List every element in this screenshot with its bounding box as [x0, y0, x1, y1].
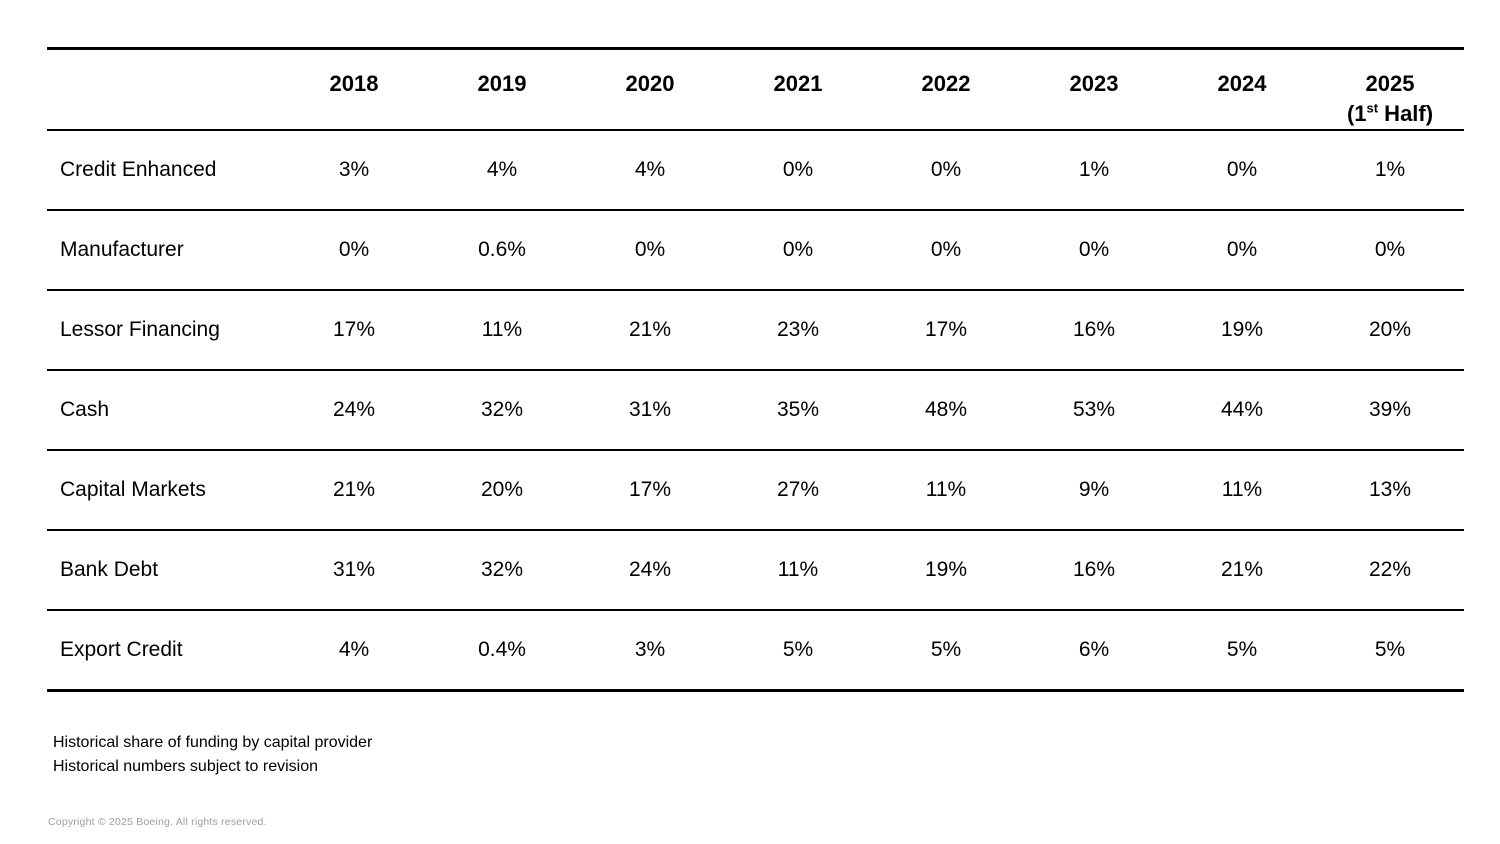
table-row-export-credit: Export Credit 4% 0.4% 3% 5% 5% 6% 5% 5% [47, 610, 1464, 690]
table-cell: 21% [1220, 558, 1264, 581]
table-row-manufacturer: Manufacturer 0% 0.6% 0% 0% 0% 0% 0% 0% [47, 210, 1464, 290]
table-header-row: 2018 2019 2020 2021 2022 2023 2024 2025 … [47, 49, 1464, 131]
col-header-2023: 2023 [1069, 71, 1119, 96]
table-cell: 4% [486, 158, 518, 181]
subtitle-text: Half) [1378, 101, 1434, 126]
table-cell: 39% [1368, 398, 1412, 421]
superscript-st: st [1366, 100, 1379, 116]
row-label: Capital Markets [60, 478, 206, 501]
table-cell: 13% [1368, 478, 1412, 501]
row-label: Cash [60, 398, 110, 421]
col-header-2025: 2025 (1st Half) [1316, 49, 1464, 131]
table-cell: 11% [777, 558, 819, 581]
table-cell: 21% [628, 318, 672, 341]
table-cell: 27% [776, 478, 820, 501]
table-cell: 31% [628, 398, 672, 421]
table-cell: 4% [338, 637, 370, 661]
table-cell: 53% [1072, 398, 1116, 421]
table-cell: 23% [776, 318, 820, 341]
table-cell: 32% [480, 558, 524, 581]
table-cell: 17% [628, 478, 672, 501]
table-cell: 11% [481, 318, 523, 341]
table-cell: 1% [1374, 158, 1406, 181]
footnotes: Historical share of funding by capital p… [53, 731, 372, 779]
table-cell: 0% [1226, 158, 1258, 181]
table-cell: 5% [782, 637, 814, 661]
col-header-2019: 2019 [477, 71, 527, 96]
table-cell: 20% [1368, 318, 1412, 341]
table-cell: 22% [1368, 558, 1412, 581]
table-cell: 17% [332, 318, 376, 341]
table-cell: 0% [338, 238, 370, 261]
table-cell: 5% [1374, 637, 1406, 661]
table-row-lessor-financing: Lessor Financing 17% 11% 21% 23% 17% 16%… [47, 290, 1464, 370]
table-cell: 0% [930, 238, 962, 261]
table-cell: 0% [782, 238, 814, 261]
table-cell: 3% [634, 637, 666, 661]
table-cell: 16% [1072, 558, 1116, 581]
table-cell: 3% [338, 158, 370, 181]
row-label-header [47, 49, 280, 131]
copyright-text: Copyright © 2025 Boeing. All rights rese… [48, 816, 267, 828]
table-cell: 5% [930, 637, 962, 661]
table-cell: 48% [924, 398, 968, 421]
table-cell: 24% [332, 398, 376, 421]
table-cell: 0% [1226, 238, 1258, 261]
row-label: Credit Enhanced [60, 158, 217, 181]
col-header-2020: 2020 [625, 71, 675, 96]
table-cell: 11% [1221, 478, 1263, 501]
row-label: Manufacturer [60, 238, 184, 261]
table-cell: 20% [480, 478, 524, 501]
subtitle-text: (1 [1346, 101, 1367, 126]
table-cell: 16% [1072, 318, 1116, 341]
table-cell: 0% [930, 158, 962, 181]
table-row-capital-markets: Capital Markets 21% 20% 17% 27% 11% 9% 1… [47, 450, 1464, 530]
row-label: Lessor Financing [60, 318, 220, 341]
table-cell: 31% [332, 558, 376, 581]
table-cell: 24% [628, 558, 672, 581]
footnote-line-1: Historical share of funding by capital p… [53, 734, 373, 751]
col-header-2025-subtitle: (1st Half) [1347, 101, 1433, 126]
table-cell: 11% [925, 478, 967, 501]
table-cell: 19% [1220, 318, 1264, 341]
table-cell: 5% [1226, 637, 1258, 661]
table-row-credit-enhanced: Credit Enhanced 3% 4% 4% 0% 0% 1% 0% 1% [47, 130, 1464, 210]
funding-share-table: 2018 2019 2020 2021 2022 2023 2024 2025 … [47, 47, 1464, 692]
table-cell: 21% [332, 478, 376, 501]
table-row-cash: Cash 24% 32% 31% 35% 48% 53% 44% 39% [47, 370, 1464, 450]
table-cell: 4% [634, 158, 666, 181]
col-header-2021: 2021 [773, 71, 823, 96]
table-cell: 9% [1078, 478, 1110, 501]
table-cell: 44% [1220, 398, 1264, 421]
table-cell: 0.4% [478, 637, 526, 661]
col-header-2025-year: 2025 [1365, 71, 1415, 96]
footnote-line-2: Historical numbers subject to revision [53, 758, 318, 775]
col-header-2024: 2024 [1217, 71, 1267, 96]
table-cell: 0% [782, 158, 814, 181]
table-cell: 19% [924, 558, 968, 581]
row-label: Export Credit [60, 637, 183, 661]
row-label: Bank Debt [60, 558, 159, 581]
col-header-2018: 2018 [329, 71, 379, 96]
table-cell: 0% [1078, 238, 1110, 261]
table-cell: 0% [634, 238, 666, 261]
table-row-bank-debt: Bank Debt 31% 32% 24% 11% 19% 16% 21% 22… [47, 530, 1464, 610]
table-cell: 17% [924, 318, 968, 341]
table-cell: 0% [1374, 238, 1406, 261]
col-header-2022: 2022 [921, 71, 971, 96]
table-cell: 6% [1078, 637, 1110, 661]
table-cell: 35% [776, 398, 820, 421]
table-cell: 0.6% [478, 238, 526, 261]
table-cell: 32% [480, 398, 524, 421]
table-cell: 1% [1078, 158, 1110, 181]
